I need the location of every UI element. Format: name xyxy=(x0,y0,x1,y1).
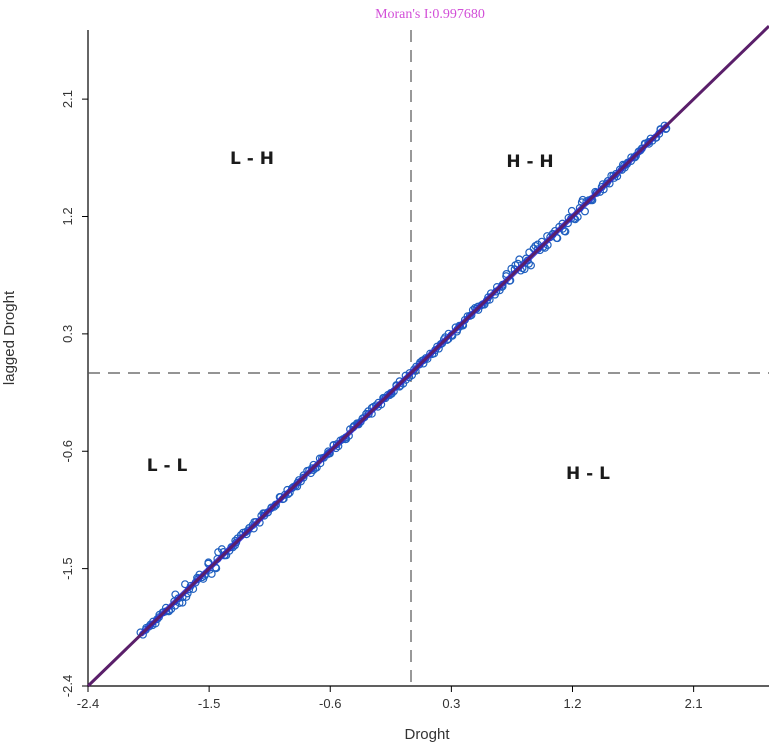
y-tick-label: 0.3 xyxy=(60,325,75,343)
quadrant-label-hl: H - L xyxy=(566,464,610,484)
x-axis-title: Droght xyxy=(404,726,450,743)
x-tick-label: 1.2 xyxy=(563,696,581,711)
x-tick-label: 2.1 xyxy=(685,696,703,711)
scatter-point xyxy=(181,580,190,589)
x-tick-label: 0.3 xyxy=(442,696,460,711)
x-axis-ticks: -2.4 -1.5 -0.6 0.3 1.2 2.1 xyxy=(77,686,703,711)
y-axis-ticks: -2.4 -1.5 -0.6 0.3 1.2 2.1 xyxy=(60,90,88,697)
regression-line xyxy=(86,25,769,688)
scatter-point xyxy=(178,598,187,607)
quadrant-label-ll: L - L xyxy=(147,456,188,476)
y-tick-label: 1.2 xyxy=(60,207,75,225)
y-tick-label: -0.6 xyxy=(60,440,75,462)
y-tick-label: 2.1 xyxy=(60,90,75,108)
scatter-point xyxy=(207,569,216,578)
x-tick-label: -2.4 xyxy=(77,696,99,711)
scatter-point xyxy=(561,227,570,236)
x-tick-label: -1.5 xyxy=(198,696,220,711)
y-axis-title: lagged Droght xyxy=(1,290,18,385)
x-tick-label: -0.6 xyxy=(319,696,341,711)
plot-area xyxy=(86,25,769,688)
quadrant-label-lh: L - H xyxy=(230,149,274,169)
scatter-point xyxy=(553,234,562,243)
scatter-point xyxy=(580,207,589,216)
quadrant-label-hh: H - H xyxy=(506,152,553,172)
y-tick-label: -2.4 xyxy=(60,675,75,697)
chart-title: Moran's I:0.997680 xyxy=(375,7,485,22)
scatter-point xyxy=(526,261,535,270)
scatter-point xyxy=(515,255,524,264)
y-tick-label: -1.5 xyxy=(60,557,75,579)
